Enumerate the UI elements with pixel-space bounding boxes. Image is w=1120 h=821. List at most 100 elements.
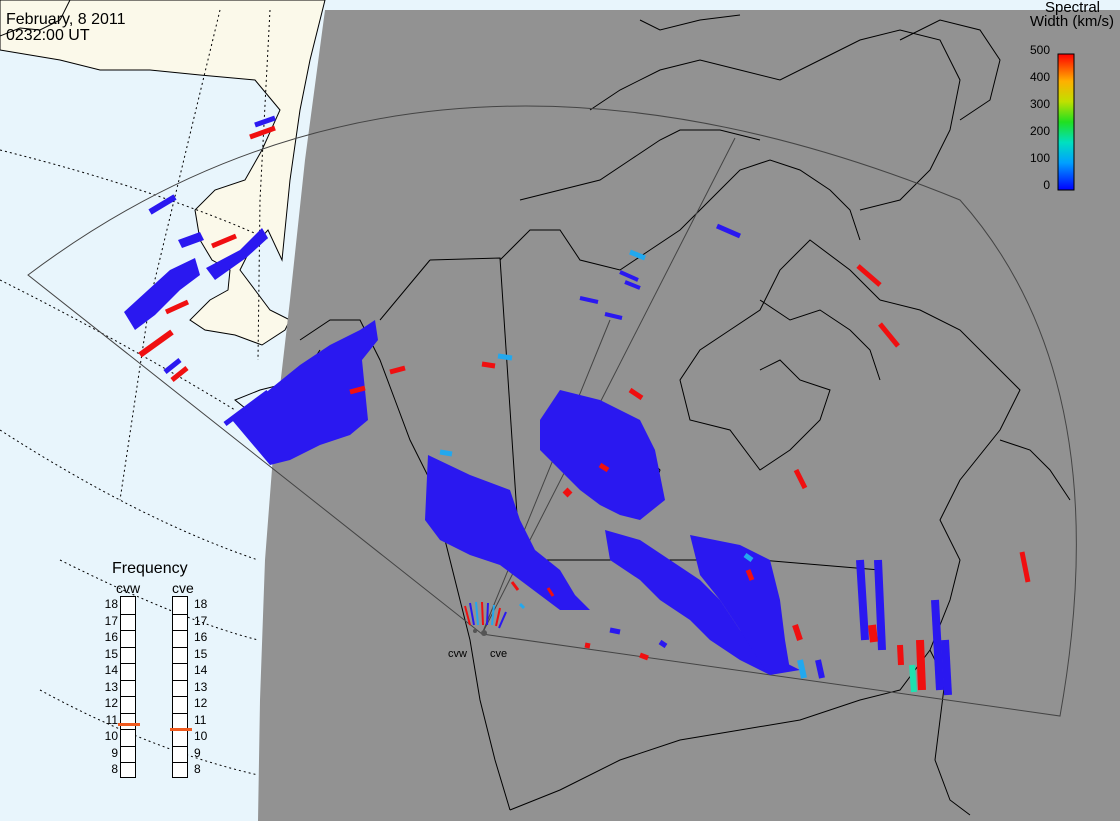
backscatter-cell [497,353,513,361]
backscatter-cell [619,270,639,282]
frequency-grid-line [173,646,187,648]
radar-site-cve [481,630,487,636]
backscatter-cell [349,385,366,395]
colorbar-tick-label: 200 [1029,124,1050,138]
backscatter-cell [481,601,484,626]
frequency-tick-label: 9 [111,745,118,760]
backscatter-cell [579,296,599,304]
frequency-tick-label: 18 [104,597,118,611]
frequency-grid-line [173,762,187,763]
frequency-tick-label: 17 [104,613,118,628]
frequency-tick-label: 13 [194,679,208,694]
lat-lon-grid [0,9,271,776]
backscatter-cell [163,358,182,374]
header-date: February, 8 2011 [6,11,126,28]
backscatter-cell [178,232,204,248]
land-outlines [234,14,1071,816]
backscatter-cell [624,280,641,290]
frequency-grid-line [121,712,135,714]
colorbar-gradient [1057,53,1075,191]
frequency-tick-label: 11 [105,712,118,727]
backscatter-cell [469,602,475,626]
backscatter-cell [481,361,496,369]
frequency-marker-cvw [118,723,140,727]
backscatter-cell [562,487,573,498]
colorbar-tick-label: 500 [1029,43,1050,57]
frequency-tick-label: 11 [194,712,207,727]
frequency-grid-line [173,679,187,681]
backscatter-cell [639,652,649,661]
colorbar-tick-label: 400 [1029,70,1050,84]
frequency-grid-line [173,745,187,747]
land-siberia-coast [0,0,71,37]
frequency-grid-line [121,745,135,747]
frequency-grid-line [121,646,135,648]
backscatter-cell [138,329,174,358]
backscatter-cell [874,559,886,651]
frequency-grid-line [121,663,135,664]
backscatter-cell [792,624,803,641]
backscatter-cell [856,264,882,287]
frequency-tick-label: 8 [194,762,201,776]
frequency-tick-label: 12 [194,696,208,710]
backscatter-cell [897,644,904,666]
backscatter-cell [518,602,526,610]
backscatter-cell [223,389,270,427]
frequency-grid-line [121,679,135,681]
colorbar-tick-label: 0 [1043,178,1050,192]
backscatter-cell [546,587,555,597]
backscatter-cell [916,639,926,691]
backscatter-cell [856,559,869,641]
backscatter-cell [389,365,406,375]
frequency-grid-line [121,696,135,697]
backscatter-cell [878,322,900,348]
frequency-tick-label: 12 [104,696,118,710]
frequency-tick-label: 18 [194,597,208,611]
frequency-grid-line [121,613,135,615]
frequency-tick-label: 10 [104,729,118,743]
backscatter-cell [868,624,878,643]
frequency-grid-line [173,663,187,664]
backscatter-cell [716,223,741,239]
backscatter-cell [743,552,754,563]
colorbar-title-line1: Spectral [1044,0,1100,16]
frequency-column-cve [170,596,192,778]
backscatter-cell [464,605,471,626]
frequency-grid-line [173,613,187,615]
colorbar-tick-label: 300 [1029,97,1050,111]
backscatter-cell [491,604,495,626]
radar-label-cve: cve [490,648,508,660]
frequency-tick-label: 13 [104,679,118,694]
frequency-marker-cve [170,728,192,731]
backscatter-cell [510,581,520,591]
backscatter-cell [254,115,276,128]
backscatter-cell [793,468,808,490]
backscatter-cell [628,387,644,401]
frequency-grid-line [121,762,135,763]
frequency-grid-line [121,630,135,631]
backscatter-cell [690,535,790,670]
frequency-label-cve: cve [172,580,194,596]
frequency-label-cvw: cvw [116,580,141,596]
frequency-panel-title: Frequency [112,560,188,577]
backscatter-cell [475,601,479,626]
backscatter-cell [909,664,917,693]
frequency-grid-line [173,630,187,631]
frequency-tick-label: 17 [194,613,208,628]
frequency-column-cvw [118,596,140,778]
backscatter-cell [609,627,621,635]
backscatter-cell [629,249,646,261]
frequency-grid-line [173,696,187,697]
backscatter-cell [232,320,378,465]
colorbar-title-line2: Width (km/s) [1029,13,1114,30]
backscatter-cell [797,659,807,679]
backscatter-cell [604,312,623,320]
frequency-grid-line [173,712,187,714]
backscatter-cell [249,125,276,140]
backscatter-cell [605,530,800,675]
backscatter-cell [425,455,590,610]
frequency-tick-label: 15 [194,646,208,661]
backscatter-cell [439,449,453,457]
backscatter-cell [164,299,190,315]
